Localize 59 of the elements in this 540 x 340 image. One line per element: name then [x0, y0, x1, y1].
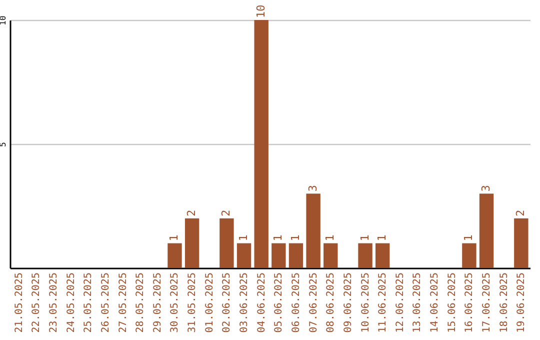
data-label: 1 — [237, 234, 250, 242]
bar — [168, 243, 182, 268]
bar — [324, 243, 338, 268]
x-tick-label: 07.06.2025 — [308, 272, 320, 333]
x-tick-label: 31.05.2025 — [187, 272, 198, 333]
bar — [479, 194, 494, 268]
data-label: 10 — [254, 4, 268, 18]
x-tick-label: 18.06.2025 — [498, 272, 510, 333]
x-tick-label: 08.06.2025 — [326, 272, 337, 333]
x-tick-label: 21.05.2025 — [14, 272, 25, 333]
data-label: 1 — [376, 234, 389, 242]
bar — [220, 218, 234, 268]
bar — [254, 20, 268, 268]
x-tick-label: 30.05.2025 — [170, 272, 181, 333]
data-label: 2 — [185, 210, 198, 216]
x-tick-label: 11.06.2025 — [378, 272, 389, 333]
data-label: 2 — [514, 210, 528, 216]
x-tick-label: 04.06.2025 — [256, 272, 268, 333]
bar — [184, 218, 200, 268]
x-tick-label: 29.05.2025 — [152, 272, 164, 333]
bar — [375, 243, 390, 268]
data-label: 2 — [220, 210, 233, 216]
data-label: 1 — [168, 234, 181, 242]
x-tick-label: 25.05.2025 — [83, 272, 94, 333]
bar — [236, 243, 252, 268]
x-tick-label: 14.06.2025 — [430, 272, 441, 333]
x-tick-label: 24.05.2025 — [66, 272, 77, 333]
x-tick-label: 06.06.2025 — [290, 272, 302, 333]
y-tick-label: 5 — [0, 142, 8, 147]
data-label: 1 — [462, 234, 476, 242]
x-tick-label: 02.06.2025 — [222, 272, 233, 333]
x-tick-label: 15.06.2025 — [446, 272, 458, 333]
x-tick-label: 01.06.2025 — [204, 272, 216, 333]
data-label: 3 — [306, 184, 320, 192]
x-tick-label: 12.06.2025 — [394, 272, 406, 333]
x-tick-label: 09.06.2025 — [342, 272, 354, 333]
x-tick-label: 17.06.2025 — [482, 272, 493, 333]
x-tick-label: 13.06.2025 — [412, 272, 424, 333]
x-tick-label: 10.06.2025 — [360, 272, 372, 333]
bar — [358, 243, 372, 268]
x-tick-label: 03.06.2025 — [239, 272, 250, 333]
x-tick-label: 19.06.2025 — [516, 272, 528, 333]
x-tick-label: 23.05.2025 — [48, 272, 60, 333]
x-tick-label: 26.05.2025 — [100, 272, 112, 333]
bar — [462, 243, 476, 268]
bar — [306, 194, 320, 268]
data-label: 1 — [288, 234, 302, 242]
x-tick-label: 05.06.2025 — [274, 272, 285, 333]
data-label: 1 — [272, 234, 285, 242]
x-tick-label: 27.05.2025 — [118, 272, 129, 333]
data-label: 1 — [324, 234, 337, 242]
x-tick-label: 22.05.2025 — [31, 272, 42, 333]
bar — [288, 243, 304, 268]
bar — [514, 218, 528, 268]
data-label: 3 — [480, 184, 493, 192]
bar — [272, 243, 286, 268]
data-label: 1 — [358, 234, 372, 242]
x-tick-label: 28.05.2025 — [135, 272, 146, 333]
x-tick-label: 16.06.2025 — [464, 272, 476, 333]
